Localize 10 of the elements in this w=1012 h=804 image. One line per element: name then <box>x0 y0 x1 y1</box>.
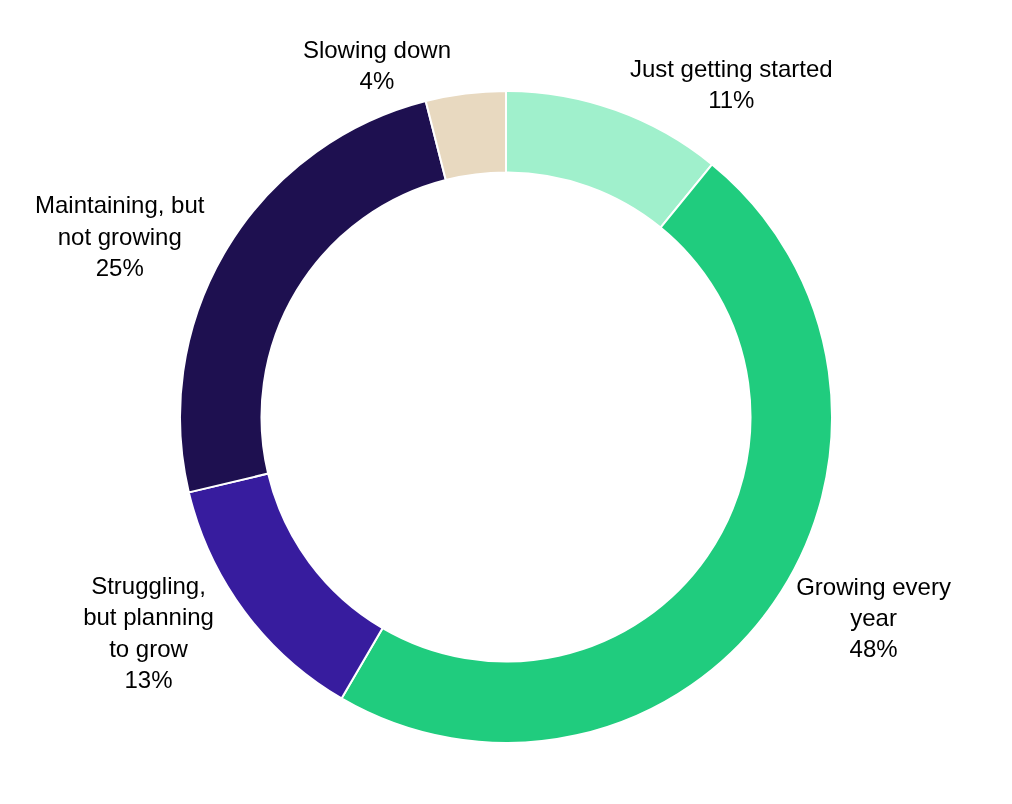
slice-label: Just getting started <box>629 54 833 82</box>
data-label: 11% <box>708 86 755 114</box>
data-label: 48% <box>849 635 898 663</box>
slice-label: Growing every year <box>796 572 951 631</box>
data-label: 13% <box>124 665 173 693</box>
slice-label: Maintaining, but not growing <box>34 191 205 250</box>
data-label: 25% <box>95 253 144 281</box>
slice-label: Struggling, but planning to grow <box>83 572 214 662</box>
data-label: 4% <box>359 66 395 94</box>
slice-label: Slowing down <box>302 35 451 63</box>
